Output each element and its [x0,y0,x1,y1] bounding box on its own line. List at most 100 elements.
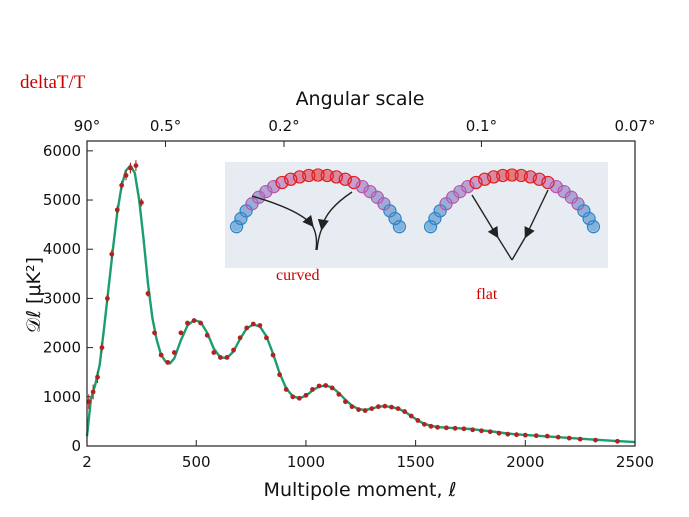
data-point [99,345,105,351]
y-axis-title: 𝒟ℓ [μK²] [23,257,45,333]
data-point [105,296,110,301]
data-point [389,404,394,410]
y-tick-label: 5000 [43,191,81,209]
plot-frame [86,140,636,447]
data-point [145,291,151,296]
data-point [343,399,348,405]
arc-loop [423,220,438,234]
data-point [577,436,583,442]
curved-ray-right [317,191,353,231]
top-tick-label: 0.1° [466,117,497,135]
data-point [566,435,572,441]
data-point [123,173,129,178]
arc-loop [461,179,475,194]
data-point [615,438,620,444]
data-point [329,385,335,391]
data-point [185,320,190,326]
arc-loop [311,168,325,182]
data-point [496,430,502,436]
arc-loop [532,172,546,186]
curved-ray-converge-left [311,224,318,251]
data-point [402,409,408,414]
data-point [244,325,250,331]
data-point [277,372,283,378]
data-point [204,332,210,338]
data-point [555,434,561,440]
x-tick-label: 2 [82,453,92,471]
x-tick-label: 2500 [616,453,654,471]
y-tick-label: 0 [71,437,81,455]
arc-loop [392,220,407,234]
data-point [270,352,276,358]
arc-loop [302,168,316,183]
arc-loop [347,175,361,190]
arc-loop [329,170,344,184]
data-point [349,404,355,410]
inset-arc-flat [423,168,601,234]
data-point [336,391,342,397]
x-tick-label: 1000 [287,453,325,471]
data-point [95,374,100,380]
arc-loop [541,175,555,190]
data-point [369,406,375,412]
arc-loop [469,175,483,190]
top-tick-label: 0.5° [150,117,181,135]
inset-arc-curved [229,168,407,234]
arc-loop [496,168,510,183]
arc-loop [453,184,467,199]
data-point [479,428,484,434]
data-point [250,321,256,327]
arc-loop [486,170,501,184]
data-point [158,352,164,358]
arc-loop [388,211,402,226]
data-point [283,387,289,392]
data-point [119,182,125,188]
data-point [191,318,197,323]
arc-loop [478,172,492,186]
data-point [362,408,368,413]
arc-loop [505,168,519,182]
data-point [257,323,263,328]
data-point [593,437,598,443]
arc-loop [514,168,528,183]
data-point [133,163,139,168]
arc-band [231,170,405,232]
data-point [470,427,476,433]
inset-label-curved: curved [276,267,320,284]
top-tick-label: 0.2° [268,117,299,135]
data-point [487,429,493,435]
y-tick-label: 6000 [43,142,81,160]
arc-loop [292,170,307,184]
data-point [415,418,421,423]
data-point [533,433,539,439]
data-point [178,330,184,336]
arc-loop [523,170,538,184]
data-point [316,383,322,389]
data-point [514,432,519,438]
arc-loop [582,211,596,226]
data-point [421,421,427,427]
arc-loop [549,179,563,194]
top-axis-title: Angular scale [296,88,425,110]
data-point [428,423,434,429]
data-point [395,406,401,412]
data-point [310,387,315,392]
data-point [323,383,329,388]
y-tick-label: 4000 [43,240,81,258]
data-point [139,200,144,205]
data-point [382,403,388,409]
arc-loop [355,179,369,194]
arc-band [425,170,599,232]
flat-ray-right [524,189,549,239]
curved-ray-converge-right [316,227,323,251]
x-tick-label: 1500 [397,453,435,471]
y-tick-label: 3000 [43,289,81,307]
data-point [165,359,171,365]
arc-loop [259,184,273,199]
data-point [290,394,296,400]
data-point [109,251,115,257]
arc-loop [284,172,298,186]
data-point [217,355,223,360]
data-point [461,426,467,432]
